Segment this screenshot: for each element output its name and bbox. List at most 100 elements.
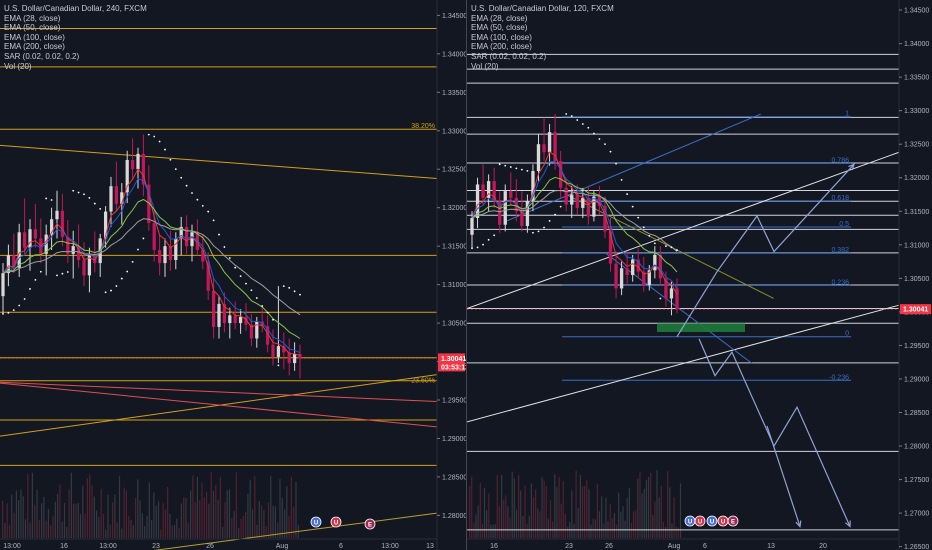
candle-body[interactable]: [631, 259, 635, 275]
event-badge[interactable]: [330, 516, 342, 528]
candle-body[interactable]: [642, 271, 646, 286]
candle-body[interactable]: [542, 144, 546, 153]
candle-body[interactable]: [581, 197, 585, 208]
trendline-blue-diag-1[interactable]: [505, 113, 761, 222]
demand-zone[interactable]: [657, 323, 745, 333]
candle-body[interactable]: [520, 211, 524, 227]
candle-body[interactable]: [265, 326, 270, 345]
candle-body[interactable]: [636, 259, 640, 272]
candle-body[interactable]: [22, 232, 27, 248]
candle-body[interactable]: [238, 316, 243, 324]
candle-body[interactable]: [12, 255, 16, 268]
candle-body[interactable]: [614, 263, 618, 289]
candle-body[interactable]: [33, 229, 38, 239]
candle-body[interactable]: [130, 160, 135, 170]
projection-path[interactable]: [698, 338, 851, 527]
candle-body[interactable]: [470, 217, 474, 235]
candle-body[interactable]: [184, 226, 189, 247]
candle-body[interactable]: [66, 236, 70, 254]
event-badge[interactable]: [706, 515, 718, 527]
candle-body[interactable]: [211, 290, 216, 327]
candle-body[interactable]: [60, 210, 65, 237]
candle-body[interactable]: [575, 194, 579, 208]
candle-body[interactable]: [287, 352, 291, 364]
candle-body[interactable]: [658, 254, 663, 279]
candle-body[interactable]: [653, 254, 657, 271]
candle-body[interactable]: [141, 153, 146, 185]
candle-body[interactable]: [249, 324, 254, 339]
left-chart-canvas[interactable]: 38.20% 23.60% 1.34500 1.34000 1.33500 1.33000…: [0, 0, 466, 550]
candle-body[interactable]: [163, 246, 167, 264]
candle-body[interactable]: [525, 201, 530, 227]
candle-body[interactable]: [76, 246, 81, 260]
candle-body[interactable]: [481, 184, 485, 198]
projection-path[interactable]: [766, 425, 801, 527]
candle-body[interactable]: [503, 191, 507, 225]
candle-body[interactable]: [120, 192, 124, 204]
candle-body[interactable]: [276, 346, 281, 357]
trendline-red-1[interactable]: [0, 382, 438, 428]
candle-body[interactable]: [125, 160, 129, 193]
candle-body[interactable]: [28, 229, 32, 248]
candle-body[interactable]: [157, 250, 162, 264]
candle-body[interactable]: [49, 219, 54, 235]
trendline-bottom[interactable]: [0, 512, 438, 550]
candle-body[interactable]: [244, 316, 248, 325]
candle-body[interactable]: [664, 278, 668, 299]
candle-body[interactable]: [531, 171, 535, 202]
candle-body[interactable]: [558, 160, 563, 188]
candle-body[interactable]: [103, 211, 108, 239]
candle-body[interactable]: [1, 273, 5, 297]
candle-body[interactable]: [498, 201, 502, 225]
trendline-white-upper[interactable]: [467, 151, 900, 310]
candle-body[interactable]: [271, 344, 275, 357]
chart-pane-left[interactable]: 38.20% 23.60% 1.34500 1.34000 1.33500 1.33000…: [0, 0, 466, 550]
candle-body[interactable]: [547, 132, 552, 153]
candle-body[interactable]: [255, 321, 259, 339]
trendline-red-2[interactable]: [0, 381, 438, 403]
projection-path[interactable]: [676, 163, 855, 338]
candle-body[interactable]: [675, 288, 679, 310]
candle-body[interactable]: [603, 205, 607, 232]
price-axis[interactable]: [899, 0, 932, 550]
event-badge[interactable]: [364, 518, 376, 530]
candle-body[interactable]: [222, 303, 227, 324]
candle-body[interactable]: [17, 232, 21, 268]
candle-body[interactable]: [592, 196, 596, 217]
candle-body[interactable]: [136, 153, 140, 170]
candle-body[interactable]: [492, 181, 496, 202]
trendline-upper[interactable]: [0, 144, 438, 179]
chart-pane-right[interactable]: 1 0.786 0.618 0.5 0.382 0.236 0 -0.236 1.34500 1.…: [467, 0, 932, 550]
candle-body[interactable]: [260, 321, 264, 327]
event-badge[interactable]: [727, 515, 739, 527]
candle-body[interactable]: [109, 186, 113, 212]
candle-body[interactable]: [298, 353, 302, 359]
candle-body[interactable]: [114, 186, 119, 204]
pane-divider[interactable]: [466, 0, 467, 550]
candle-body[interactable]: [152, 223, 156, 250]
candle-body[interactable]: [619, 268, 624, 289]
candle-body[interactable]: [586, 197, 591, 217]
candle-body[interactable]: [217, 303, 221, 327]
candle-body[interactable]: [174, 238, 178, 260]
candle-body[interactable]: [608, 231, 613, 264]
candle-body[interactable]: [475, 184, 480, 218]
candle-body[interactable]: [564, 187, 568, 205]
candle-body[interactable]: [536, 144, 541, 172]
candle-body[interactable]: [71, 246, 75, 254]
event-badge[interactable]: [694, 515, 706, 527]
right-chart-canvas[interactable]: 1 0.786 0.618 0.5 0.382 0.236 0 -0.236 1.34500 1.…: [467, 0, 932, 550]
candle-body[interactable]: [82, 260, 86, 276]
candle-body[interactable]: [292, 353, 297, 364]
candle-body[interactable]: [669, 288, 674, 299]
event-badge[interactable]: [310, 516, 322, 528]
candle-body[interactable]: [486, 181, 491, 198]
candle-body[interactable]: [168, 246, 173, 260]
candle-body[interactable]: [201, 250, 205, 262]
candle-body[interactable]: [625, 268, 629, 275]
candle-body[interactable]: [233, 315, 237, 324]
candle-body[interactable]: [509, 191, 513, 198]
candle-body[interactable]: [190, 232, 194, 247]
candle-body[interactable]: [570, 194, 574, 205]
candle-body[interactable]: [228, 315, 232, 324]
